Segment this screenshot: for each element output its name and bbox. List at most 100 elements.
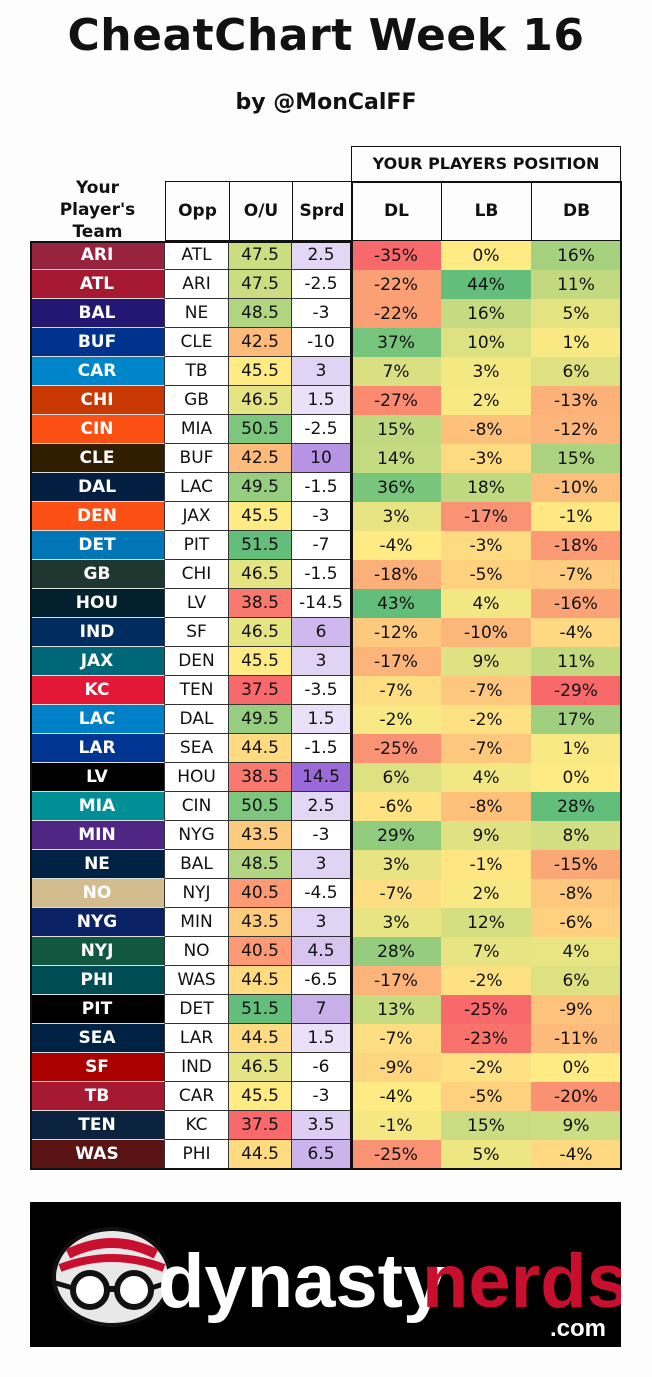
logo-text-accent: nerds: [422, 1239, 621, 1324]
db-cell: 0%: [531, 1053, 621, 1082]
sprd-cell: -4.5: [292, 879, 351, 908]
ou-cell: 46.5: [229, 618, 292, 647]
ou-cell: 45.5: [229, 357, 292, 386]
opp-cell: MIN: [165, 908, 229, 937]
team-cell: GB: [30, 560, 165, 589]
sprd-cell: 3: [292, 357, 351, 386]
team-cell: CLE: [30, 444, 165, 473]
team-cell: TEN: [30, 1111, 165, 1140]
ou-cell: 38.5: [229, 763, 292, 792]
lb-cell: 18%: [441, 473, 531, 502]
team-cell: KC: [30, 676, 165, 705]
ou-cell: 42.5: [229, 444, 292, 473]
team-cell: IND: [30, 618, 165, 647]
lb-cell: -1%: [441, 850, 531, 879]
team-cell: NO: [30, 879, 165, 908]
dl-cell: 37%: [351, 328, 441, 357]
ou-cell: 43.5: [229, 908, 292, 937]
db-cell: 17%: [531, 705, 621, 734]
lb-cell: -8%: [441, 415, 531, 444]
db-cell: -13%: [531, 386, 621, 415]
dl-cell: -22%: [351, 299, 441, 328]
dl-cell: 7%: [351, 357, 441, 386]
lb-cell: -2%: [441, 705, 531, 734]
ou-cell: 45.5: [229, 502, 292, 531]
team-cell: MIA: [30, 792, 165, 821]
dl-cell: -4%: [351, 531, 441, 560]
ou-cell: 50.5: [229, 415, 292, 444]
opp-cell: MIA: [165, 415, 229, 444]
team-cell: CHI: [30, 386, 165, 415]
db-cell: -9%: [531, 995, 621, 1024]
team-cell: SF: [30, 1053, 165, 1082]
ou-cell: 40.5: [229, 879, 292, 908]
dl-cell: -25%: [351, 1140, 441, 1169]
lb-cell: -3%: [441, 444, 531, 473]
ou-cell: 38.5: [229, 589, 292, 618]
team-cell: PHI: [30, 966, 165, 995]
lb-cell: -5%: [441, 1082, 531, 1111]
opp-cell: NE: [165, 299, 229, 328]
db-cell: -1%: [531, 502, 621, 531]
db-cell: -20%: [531, 1082, 621, 1111]
dl-cell: -1%: [351, 1111, 441, 1140]
db-cell: -6%: [531, 908, 621, 937]
opp-cell: IND: [165, 1053, 229, 1082]
lb-cell: 10%: [441, 328, 531, 357]
lb-cell: -7%: [441, 734, 531, 763]
col-header-db: DB: [531, 181, 622, 241]
opp-cell: PHI: [165, 1140, 229, 1169]
sprd-cell: 3: [292, 647, 351, 676]
dl-cell: 14%: [351, 444, 441, 473]
db-cell: -18%: [531, 531, 621, 560]
db-cell: 1%: [531, 328, 621, 357]
sprd-cell: -6: [292, 1053, 351, 1082]
sprd-cell: 3.5: [292, 1111, 351, 1140]
lb-cell: 12%: [441, 908, 531, 937]
dl-cell: -17%: [351, 966, 441, 995]
team-cell: WAS: [30, 1140, 165, 1169]
lb-cell: 2%: [441, 879, 531, 908]
sprd-cell: 6: [292, 618, 351, 647]
ou-cell: 51.5: [229, 995, 292, 1024]
db-cell: 15%: [531, 444, 621, 473]
ou-cell: 42.5: [229, 328, 292, 357]
sprd-cell: 7: [292, 995, 351, 1024]
team-cell: LV: [30, 763, 165, 792]
sprd-cell: 1.5: [292, 705, 351, 734]
col-header-sprd: Sprd: [292, 181, 352, 241]
dl-cell: -25%: [351, 734, 441, 763]
dl-cell: -35%: [351, 241, 441, 270]
dl-cell: -2%: [351, 705, 441, 734]
sprd-cell: 2.5: [292, 241, 351, 270]
db-cell: 5%: [531, 299, 621, 328]
ou-cell: 43.5: [229, 821, 292, 850]
dl-cell: 3%: [351, 908, 441, 937]
ou-cell: 44.5: [229, 1024, 292, 1053]
dl-cell: 28%: [351, 937, 441, 966]
col-header-ou: O/U: [229, 181, 293, 241]
col-header-dl: DL: [351, 181, 442, 241]
team-cell: BUF: [30, 328, 165, 357]
team-cell: NE: [30, 850, 165, 879]
opp-cell: LAC: [165, 473, 229, 502]
opp-cell: DEN: [165, 647, 229, 676]
sprd-cell: 14.5: [292, 763, 351, 792]
lb-cell: 9%: [441, 647, 531, 676]
opp-cell: CIN: [165, 792, 229, 821]
team-cell: ARI: [30, 241, 165, 270]
lb-cell: 7%: [441, 937, 531, 966]
opp-cell: NYG: [165, 821, 229, 850]
db-cell: 6%: [531, 966, 621, 995]
opp-cell: CAR: [165, 1082, 229, 1111]
team-cell: CIN: [30, 415, 165, 444]
team-cell: MIN: [30, 821, 165, 850]
page-title: CheatChart Week 16: [67, 10, 585, 61]
lb-cell: -17%: [441, 502, 531, 531]
dl-cell: -7%: [351, 1024, 441, 1053]
dl-cell: -9%: [351, 1053, 441, 1082]
sprd-cell: -1.5: [292, 473, 351, 502]
dl-cell: 3%: [351, 502, 441, 531]
ou-cell: 45.5: [229, 647, 292, 676]
db-cell: 11%: [531, 647, 621, 676]
